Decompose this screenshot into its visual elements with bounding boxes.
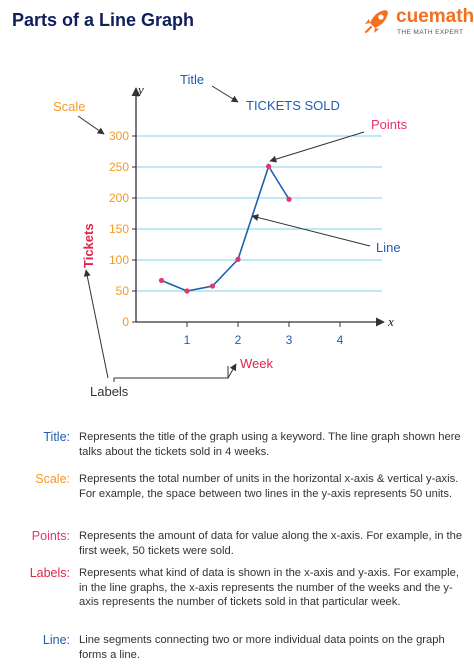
y-tick-label-100: 100 [109, 253, 129, 267]
chart-title: TICKETS SOLD [246, 98, 340, 113]
term-scale: Scale: [35, 472, 70, 486]
brand-name: cuemath [396, 6, 474, 27]
x-tick-label-3: 3 [286, 333, 293, 347]
x-axis-label: Week [240, 356, 273, 371]
data-point-2 [209, 283, 216, 289]
page-title: Parts of a Line Graph [12, 10, 195, 30]
annotation-points: Points [371, 117, 408, 132]
scale-pointer [77, 115, 105, 135]
line-pointer [251, 214, 371, 247]
y-tick-label-300: 300 [109, 129, 129, 143]
y-axis-letter: y [136, 82, 144, 97]
x-tick-label-1: 1 [184, 333, 191, 347]
labels-pointer-up [83, 269, 109, 379]
desc-line: Line segments connecting two or more ind… [79, 634, 445, 661]
y-axis-label: Tickets [81, 223, 96, 268]
y-tick-label-200: 200 [109, 191, 129, 205]
brand-logo[interactable]: cuemath THE MATH EXPERT [358, 4, 474, 40]
term-points: Points: [31, 529, 70, 543]
x-tick-label-4: 4 [337, 333, 344, 347]
x-tick-label-2: 2 [235, 333, 242, 347]
y-tick-label-0: 0 [122, 315, 129, 329]
annotation-scale: Scale [53, 99, 86, 114]
annotation-line: Line [376, 240, 401, 255]
desc-title: Represents the title of the graph using … [79, 431, 461, 458]
data-point-1 [184, 288, 190, 294]
labels-pointer-right [113, 366, 229, 382]
data-point-3 [235, 256, 241, 262]
y-tick-label-150: 150 [109, 222, 129, 236]
x-axis-letter: x [387, 314, 394, 329]
data-point-5 [286, 196, 292, 202]
y-tick-label-250: 250 [109, 160, 129, 174]
term-title: Title: [43, 430, 70, 444]
data-point-0 [158, 277, 165, 284]
desc-labels: Represents what kind of data is shown in… [79, 567, 459, 608]
annotation-title: Title [180, 72, 204, 87]
term-labels: Labels: [29, 566, 70, 580]
title-pointer [211, 85, 239, 103]
y-tick-label-50: 50 [116, 284, 130, 298]
annotation-labels: Labels [90, 384, 129, 399]
data-point-4 [266, 163, 272, 169]
points-pointer [269, 131, 365, 163]
desc-points: Represents the amount of data for value … [79, 530, 463, 557]
header: Parts of a Line Graph cuemath THE MATH E… [0, 0, 474, 44]
brand-tagline: THE MATH EXPERT [397, 29, 464, 36]
desc-scale: Represents the total number of units in … [79, 473, 459, 500]
term-line: Line: [42, 633, 70, 647]
rocket-icon [365, 10, 388, 33]
series-line-0 [161, 165, 290, 292]
